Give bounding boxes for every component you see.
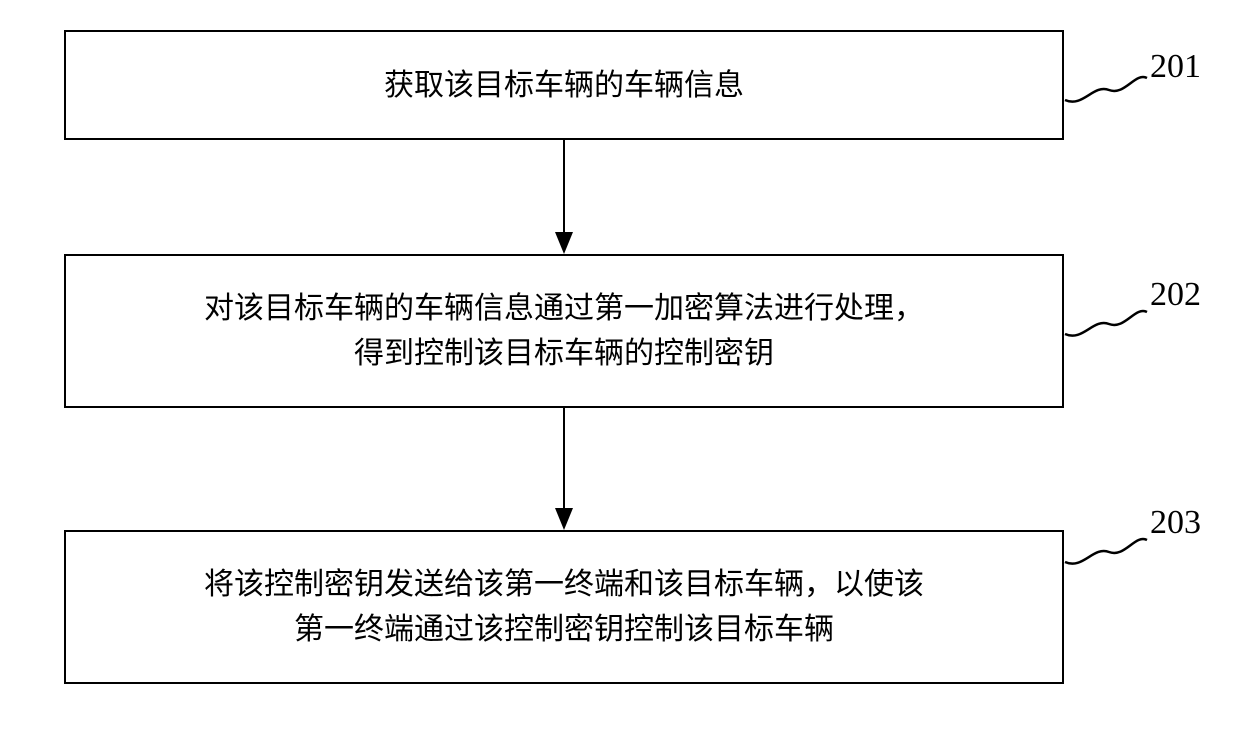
- flow-step-text: 对该目标车辆的车辆信息通过第一加密算法进行处理， 得到控制该目标车辆的控制密钥: [204, 286, 924, 376]
- step-label-202: 202: [1150, 276, 1201, 314]
- flow-step-text: 将该控制密钥发送给该第一终端和该目标车辆，以使该 第一终端通过该控制密钥控制该目…: [204, 562, 924, 652]
- step-label-203: 203: [1150, 504, 1201, 542]
- step-label-201: 201: [1150, 48, 1201, 86]
- flow-step-201: 获取该目标车辆的车辆信息: [64, 30, 1064, 140]
- flow-step-203: 将该控制密钥发送给该第一终端和该目标车辆，以使该 第一终端通过该控制密钥控制该目…: [64, 530, 1064, 684]
- flow-step-202: 对该目标车辆的车辆信息通过第一加密算法进行处理， 得到控制该目标车辆的控制密钥: [64, 254, 1064, 408]
- flow-step-text: 获取该目标车辆的车辆信息: [384, 63, 744, 108]
- flowchart-canvas: 获取该目标车辆的车辆信息 201 对该目标车辆的车辆信息通过第一加密算法进行处理， …: [0, 0, 1240, 744]
